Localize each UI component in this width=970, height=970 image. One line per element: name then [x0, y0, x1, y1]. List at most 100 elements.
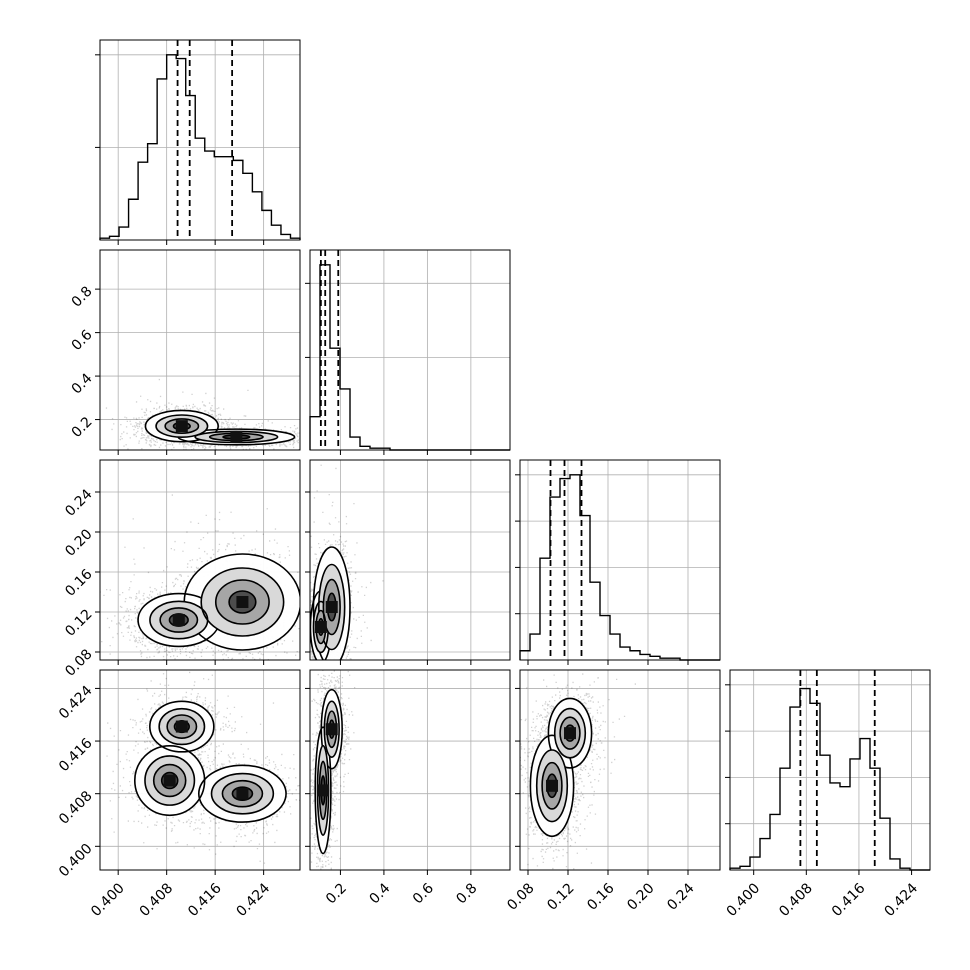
y-tick-label: 0.424	[56, 683, 96, 723]
density-peak	[546, 779, 558, 792]
contour-line	[144, 755, 196, 806]
x-tick-label: 0.424	[882, 880, 922, 920]
contour-line	[221, 779, 264, 808]
x-tick-label: 0.08	[504, 880, 537, 913]
y-tick-label: 0.4	[69, 370, 96, 397]
contour-line	[529, 734, 575, 838]
density-peak	[325, 723, 338, 736]
scatter-panel-0-3	[95, 669, 301, 875]
contour-line	[318, 563, 346, 651]
x-tick-label: 0.12	[544, 880, 577, 913]
x-tick-label: 0.8	[453, 880, 480, 907]
x-tick-label: 0.408	[776, 880, 816, 920]
x-tick-label: 0.400	[88, 880, 128, 920]
panel-frame	[729, 669, 931, 871]
y-tick-label: 0.8	[69, 283, 96, 310]
contour-line	[210, 772, 275, 815]
contour-line	[149, 700, 215, 753]
contour-line	[166, 714, 198, 739]
scatter-points	[520, 673, 636, 870]
contour-line	[159, 607, 199, 633]
contour-line	[314, 726, 332, 855]
x-tick-label: 0.16	[584, 880, 617, 913]
density-peak	[175, 420, 188, 433]
contour-line	[320, 688, 343, 770]
y-tick-label: 0.400	[56, 841, 96, 881]
scatter-panel-1-2	[305, 459, 511, 665]
contour-line	[559, 716, 581, 750]
density-peak	[314, 621, 327, 633]
panel-content	[520, 670, 720, 870]
panel-frame	[309, 459, 511, 661]
scatter-panel-2-3	[515, 669, 721, 875]
panel-frame	[99, 249, 301, 451]
contour-line	[553, 707, 587, 759]
y-tick-label: 0.6	[69, 327, 96, 354]
histogram-panel-0	[95, 39, 301, 245]
y-tick-label: 0.08	[62, 646, 95, 679]
contour-line	[155, 414, 209, 438]
y-tick-label: 0.2	[69, 414, 96, 441]
density-peak	[564, 727, 576, 740]
density-peak	[163, 774, 176, 787]
contour-line	[200, 567, 285, 637]
x-tick-label: 0.6	[410, 880, 437, 907]
x-tick-label: 0.20	[624, 880, 657, 913]
panel-content	[310, 670, 510, 870]
contour-line	[547, 697, 593, 769]
panel-frame	[519, 459, 721, 661]
panel-content	[100, 460, 300, 660]
panel-frame	[99, 669, 301, 871]
contour-line	[322, 578, 341, 636]
contour-line	[164, 418, 200, 435]
y-tick-label: 0.12	[62, 606, 95, 639]
scatter-panel-1-3	[305, 669, 511, 875]
histogram-step	[729, 687, 930, 871]
x-tick-label: 0.400	[724, 880, 764, 920]
x-tick-label: 0.416	[829, 880, 869, 920]
histogram-panel-2	[515, 459, 721, 665]
density-peak	[236, 596, 249, 608]
contour-line	[228, 590, 257, 614]
x-tick-label: 0.424	[234, 880, 274, 920]
panel-frame	[99, 39, 301, 241]
density-peak	[236, 787, 249, 800]
y-tick-label: 0.20	[62, 526, 95, 559]
x-tick-label: 0.4	[366, 880, 393, 907]
scatter-points	[106, 671, 300, 864]
histogram-step	[519, 474, 720, 661]
y-tick-label: 0.24	[62, 486, 95, 519]
panel-frame	[309, 249, 511, 451]
panel-content	[100, 250, 300, 450]
contour-line	[158, 707, 206, 746]
density-peak	[230, 430, 243, 443]
histogram-panel-3	[725, 669, 931, 875]
y-tick-label: 0.408	[56, 788, 96, 828]
contour-line	[197, 764, 287, 823]
panel-frame	[309, 669, 511, 871]
density-peak	[172, 614, 185, 626]
contour-line	[323, 700, 340, 758]
contour-line	[231, 786, 254, 801]
x-tick-label: 0.416	[185, 880, 225, 920]
density-peak	[325, 601, 338, 613]
contour-line	[214, 579, 270, 625]
x-tick-label: 0.408	[137, 880, 177, 920]
panel-content	[100, 670, 300, 870]
scatter-panel-0-2	[95, 459, 301, 665]
contour-line	[160, 771, 179, 790]
panel-content	[310, 460, 510, 660]
contour-line	[541, 761, 563, 810]
x-tick-label: 0.2	[323, 880, 350, 907]
contour-line	[152, 763, 187, 798]
y-tick-label: 0.416	[56, 735, 96, 775]
histogram-panel-1	[305, 249, 511, 455]
contour-line	[312, 546, 351, 660]
histogram-step	[99, 54, 301, 240]
contour-line	[168, 613, 189, 627]
scatter-panel-0-1	[95, 249, 301, 455]
contour-line	[144, 409, 219, 443]
density-peak	[317, 784, 330, 797]
panel-frame	[519, 669, 721, 871]
